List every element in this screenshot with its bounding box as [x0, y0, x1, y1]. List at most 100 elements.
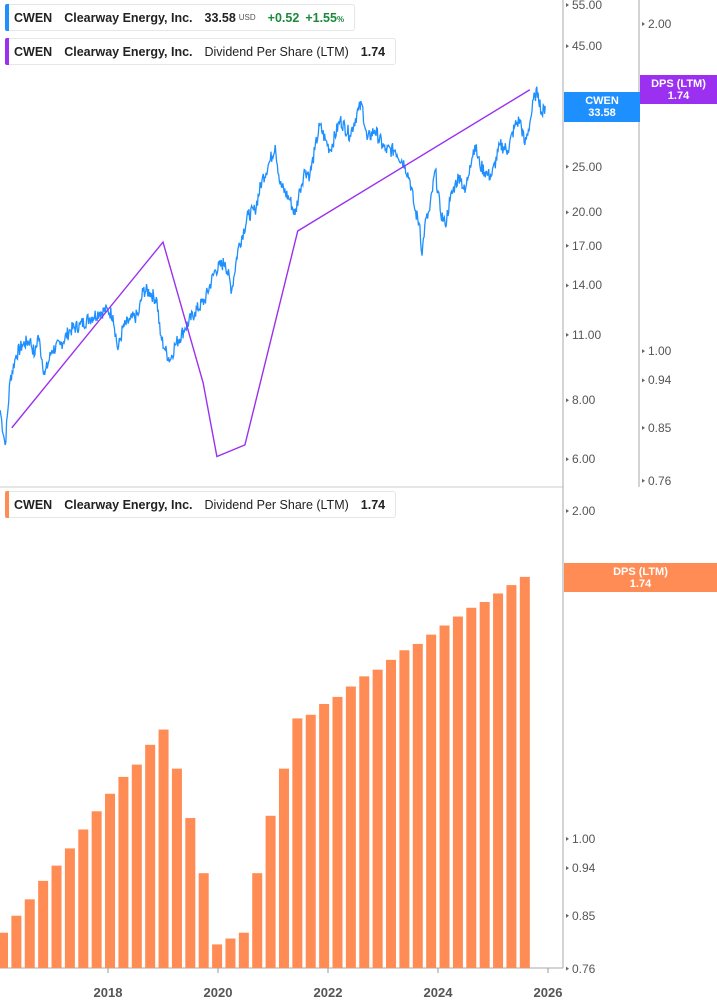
- dps-bar: [78, 829, 89, 968]
- legend-value: 1.74: [360, 44, 386, 59]
- dps-top-tag: DPS (LTM) 1.74: [640, 75, 717, 104]
- dps-bar: [319, 703, 330, 968]
- dps-top-tag-value: 1.74: [667, 89, 690, 102]
- dps-axis-tick-label: 0.76: [648, 473, 672, 488]
- dps-bar: [345, 686, 356, 968]
- bottom-y-axis-tick-mark: [566, 836, 569, 841]
- legend-dps-top[interactable]: CWEN Clearway Energy, Inc. Dividend Per …: [5, 38, 397, 65]
- dps-bar: [412, 643, 423, 968]
- price-tag-label: CWEN: [585, 95, 619, 107]
- dps-bar: [305, 714, 316, 968]
- dps-bar: [212, 944, 223, 968]
- pct-sign: %: [336, 14, 345, 24]
- dps-line: [11, 89, 531, 458]
- bottom-y-axis-tick-mark: [566, 509, 569, 513]
- price-axis-tick-mark: [566, 164, 569, 169]
- price-line: [0, 86, 546, 446]
- dps-bar: [466, 607, 477, 968]
- dps-axis-tick-mark: [642, 378, 645, 383]
- x-axis-tick-label: 2026: [533, 985, 563, 1000]
- legend-metric: Dividend Per Share (LTM): [204, 497, 349, 512]
- dps-bar: [359, 676, 370, 968]
- dps-bar: [439, 625, 450, 968]
- price-axis-tick-mark: [566, 44, 569, 49]
- price-axis-tick-label: 6.00: [572, 452, 596, 467]
- legend-value: 1.74: [360, 497, 386, 512]
- legend-metric: Dividend Per Share (LTM): [204, 44, 349, 59]
- price-axis-tick-mark: [566, 332, 569, 337]
- x-axis-tick-label: 2018: [93, 985, 123, 1000]
- dps-top-tag-label: DPS (LTM): [651, 77, 706, 90]
- legend-ticker: CWEN: [14, 10, 53, 25]
- price-tag: CWEN 33.58: [564, 92, 640, 122]
- legend-ticker: CWEN: [14, 497, 53, 512]
- dps-bar: [105, 793, 116, 968]
- bottom-y-axis-tick-mark: [566, 913, 569, 918]
- dps-bar: [225, 938, 236, 968]
- bottom-y-axis-tick-label: 0.94: [572, 861, 596, 876]
- legend-company: Clearway Energy, Inc.: [64, 44, 193, 59]
- dps-axis-tick-label: 1.00: [648, 344, 672, 359]
- legend-company: Clearway Energy, Inc.: [64, 10, 193, 25]
- legend-change-pct: +1.55%: [305, 11, 344, 25]
- legend-change: +0.52: [267, 10, 300, 25]
- bottom-y-axis-tick-label: 1.00: [572, 831, 596, 846]
- dps-axis-tick-mark: [642, 425, 645, 430]
- price-axis-tick-label: 55.00: [572, 0, 603, 12]
- dps-bar: [0, 932, 8, 968]
- dps-bar: [131, 764, 142, 968]
- dps-axis-tick-label: 2.00: [648, 17, 672, 31]
- dps-axis-tick-mark: [642, 349, 645, 354]
- x-axis-tick-label: 2024: [423, 985, 453, 1000]
- bottom-y-axis-tick-label: 0.85: [572, 908, 596, 923]
- dps-bar: [292, 718, 303, 968]
- price-axis-tick-label: 8.00: [572, 393, 596, 408]
- price-tag-value: 33.58: [588, 107, 616, 119]
- dps-axis-tick-mark: [642, 478, 645, 483]
- dps-bar: [278, 768, 289, 968]
- price-axis-tick-mark: [566, 3, 569, 7]
- dps-bar: [519, 576, 530, 968]
- price-axis-tick-label: 25.00: [572, 159, 603, 174]
- dps-bottom-tag: DPS (LTM) 1.74: [564, 563, 717, 592]
- dps-bar: [265, 815, 276, 968]
- price-axis-tick-label: 14.00: [572, 278, 603, 293]
- legend-price[interactable]: CWEN Clearway Energy, Inc. 33.58 USD +0.…: [5, 4, 356, 31]
- legend-company: Clearway Energy, Inc.: [64, 497, 193, 512]
- legend-currency: USD: [238, 13, 256, 22]
- price-axis-tick-label: 20.00: [572, 205, 603, 220]
- dps-bar: [198, 873, 209, 968]
- dps-axis-tick-mark: [642, 22, 645, 26]
- legend-price-value: 33.58: [204, 10, 236, 25]
- price-axis-tick-label: 45.00: [572, 39, 603, 54]
- dps-bar: [171, 768, 182, 968]
- dps-axis-tick-label: 0.85: [648, 420, 672, 435]
- dps-bar: [51, 865, 62, 968]
- legend-ticker: CWEN: [14, 44, 53, 59]
- dps-bar: [452, 616, 463, 968]
- dps-bar: [493, 593, 504, 968]
- dps-bar: [38, 880, 49, 968]
- legend-color-bar: [5, 4, 9, 31]
- price-axis-tick-mark: [566, 283, 569, 288]
- x-axis-tick-label: 2022: [313, 985, 343, 1000]
- dps-bar: [399, 650, 410, 968]
- legend-color-bar: [5, 38, 9, 65]
- dps-bar: [64, 848, 75, 968]
- legend-dps-bottom[interactable]: CWEN Clearway Energy, Inc. Dividend Per …: [5, 491, 397, 518]
- dps-bar: [332, 696, 343, 968]
- change-pct-value: +1.55: [305, 10, 337, 25]
- price-axis-tick-mark: [566, 243, 569, 248]
- dps-bar: [426, 634, 437, 968]
- x-axis-tick-label: 2020: [203, 985, 233, 1000]
- dps-bar: [145, 744, 156, 968]
- bottom-y-axis-tick-label: 0.76: [572, 961, 596, 976]
- dps-bottom-tag-label: DPS (LTM): [613, 565, 668, 578]
- price-axis-tick-mark: [566, 210, 569, 215]
- legend-color-bar: [5, 491, 9, 518]
- dps-bar: [158, 729, 169, 968]
- dps-bar: [479, 601, 490, 968]
- dps-bar: [24, 899, 35, 968]
- bottom-y-axis-tick-label: 2.00: [572, 504, 596, 518]
